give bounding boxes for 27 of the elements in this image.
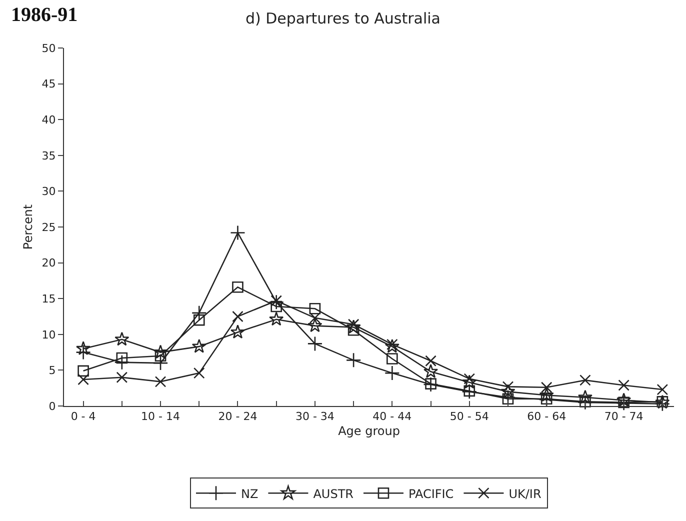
y-tick-label: 30 [42,185,56,198]
y-axis-title: Percent [21,204,36,250]
y-tick-label: 40 [42,113,56,126]
y-tick-label: 35 [42,149,56,162]
y-tick-label: 15 [42,292,56,306]
legend-label: UK/IR [508,486,542,501]
x-tick-label: 60 - 64 [527,410,566,424]
chart-title: d) Departures to Australia [245,10,441,28]
x-axis-title: Age group [338,424,400,438]
x-tick-label: 40 - 44 [372,410,412,424]
y-tick-label: 25 [42,220,56,234]
y-tick-label: 45 [42,78,56,91]
x-tick-label: 20 - 24 [218,410,258,424]
x-tick-label: 10 - 14 [141,410,180,424]
legend-label: NZ [241,486,258,501]
x-tick-label: 70 - 74 [604,410,644,424]
y-tick-label: 10 [42,328,56,342]
x-tick-label: 30 - 34 [295,410,334,424]
x-tick-label: 0 - 4 [70,410,96,424]
y-tick-label: 5 [48,364,56,378]
legend-label: AUSTR [313,486,354,501]
y-tick-label: 0 [48,400,56,413]
y-tick-label: 20 [42,256,56,270]
legend-label: PACIFIC [408,486,454,501]
y-tick-label: 50 [42,42,56,55]
x-tick-label: 50 - 54 [450,410,489,424]
text: 1986-91 [11,4,78,26]
